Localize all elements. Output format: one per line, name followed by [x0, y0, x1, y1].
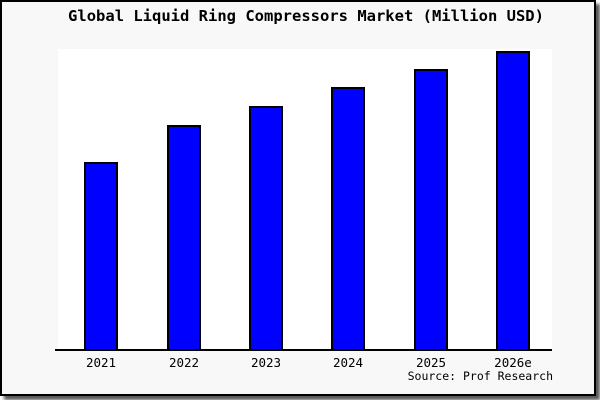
- chart-title: Global Liquid Ring Compressors Market (M…: [68, 7, 544, 25]
- x-axis-line: [55, 349, 552, 351]
- source-note: Source: Prof Research: [407, 369, 553, 383]
- bar-2024: [331, 87, 365, 351]
- plot-area: [55, 49, 552, 351]
- x-tick-label-2026e: 2026e: [494, 355, 532, 370]
- bar-2022: [167, 125, 201, 351]
- bar-2023: [249, 106, 283, 351]
- bar-2025: [414, 69, 448, 351]
- x-tick-label-2021: 2021: [85, 355, 117, 370]
- x-tick-label-2023: 2023: [250, 355, 282, 370]
- x-tick-label-2025: 2025: [415, 355, 447, 370]
- x-tick-label-2024: 2024: [332, 355, 364, 370]
- bar-2021: [84, 162, 118, 351]
- bar-2026e: [496, 51, 530, 351]
- x-tick-label-2022: 2022: [168, 355, 200, 370]
